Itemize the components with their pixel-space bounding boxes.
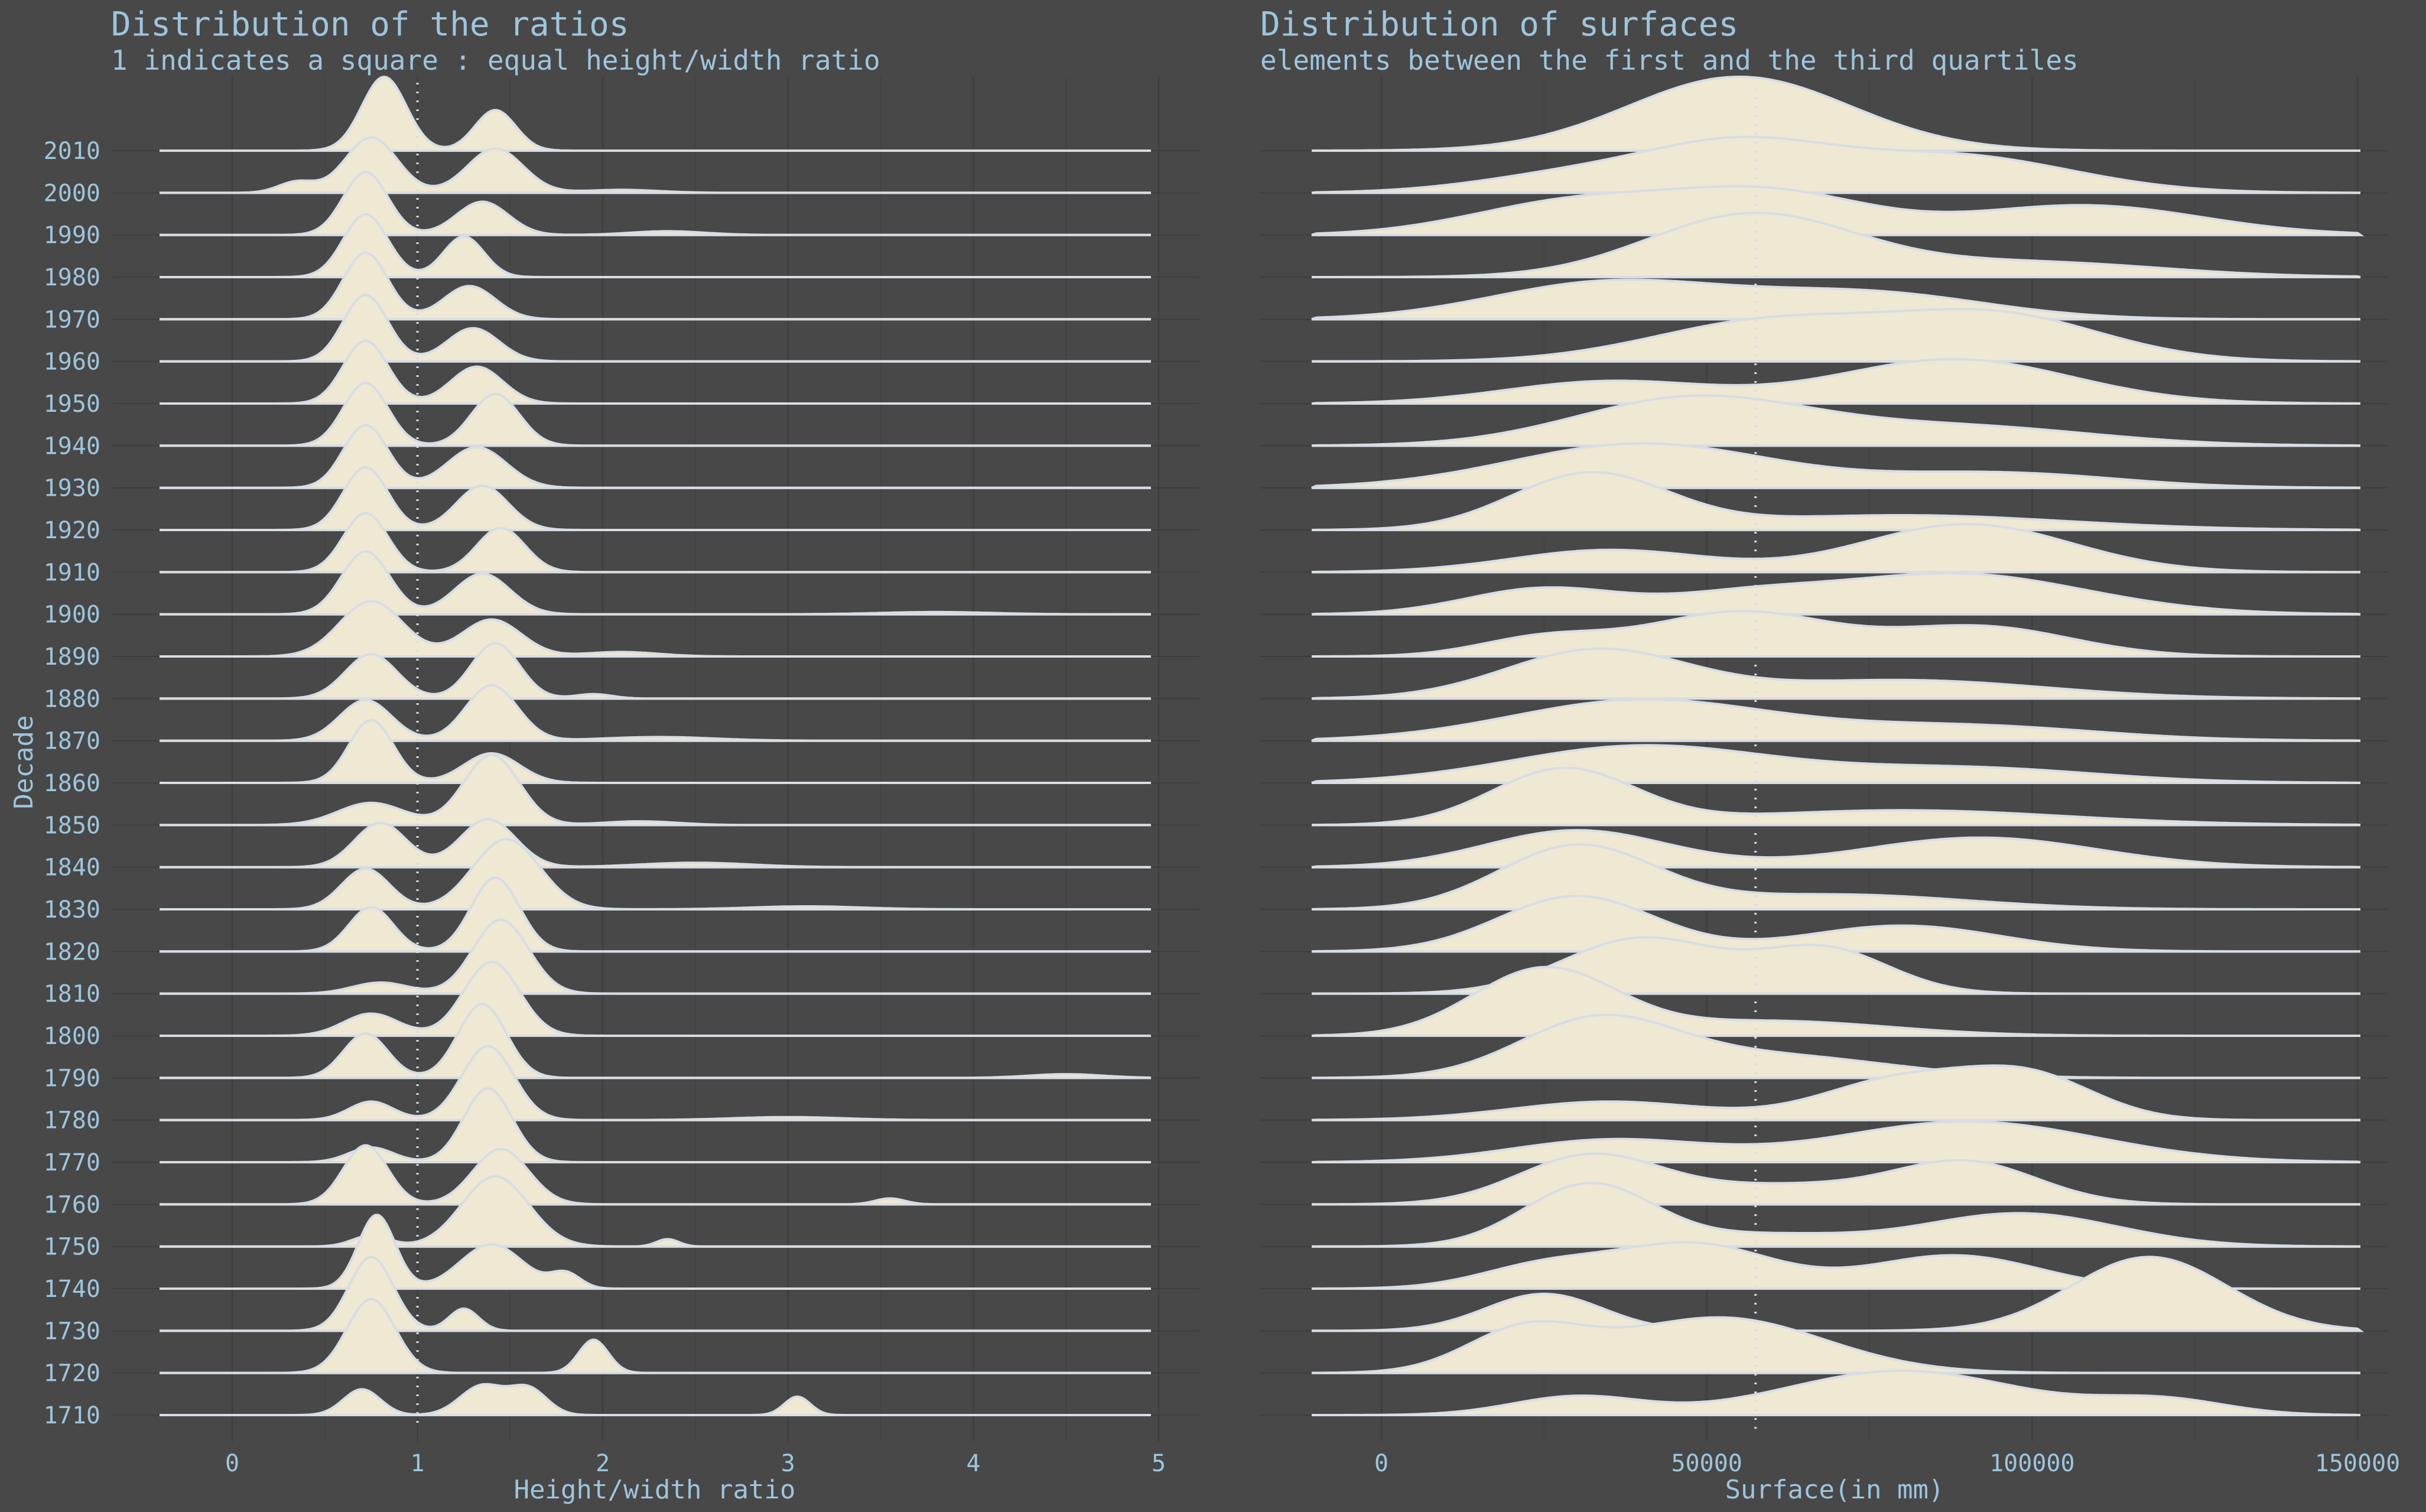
ratio-x-tick-label: 4 (966, 1450, 980, 1477)
surface-chart-subtitle: elements between the first and the third… (1260, 44, 2079, 76)
decade-label-1730: 1730 (44, 1318, 100, 1345)
ratio-x-tick-label: 0 (225, 1450, 239, 1477)
ratio-chart-title: Distribution of the ratios (111, 5, 629, 44)
decade-label-2000: 2000 (44, 180, 100, 207)
decade-label-2010: 2010 (44, 138, 100, 165)
surface-ridge-1870 (1311, 698, 2361, 742)
ratio-x-tick-label: 3 (781, 1450, 795, 1477)
surface-x-tick-label: 150000 (2315, 1450, 2401, 1477)
decade-label-1890: 1890 (44, 643, 100, 671)
surface-ridge-1890 (1311, 610, 2360, 658)
decade-label-1930: 1930 (44, 475, 100, 502)
surface-ridge-1910 (1311, 522, 2360, 574)
ratio-chart-subtitle: 1 indicates a square : equal height/widt… (111, 44, 880, 76)
surface-x-tick-label: 50000 (1671, 1450, 1742, 1477)
surface-x-tick-label: 100000 (1989, 1450, 2075, 1477)
surface-ridge-1850 (1311, 766, 2361, 827)
decade-label-1910: 1910 (44, 559, 100, 586)
decade-label-1770: 1770 (44, 1149, 100, 1176)
decade-label-1900: 1900 (44, 601, 100, 629)
surface-ridge-1950 (1311, 357, 2361, 405)
decade-label-1790: 1790 (44, 1065, 100, 1092)
surface-ridge-1980 (1312, 212, 2361, 278)
decade-label-1990: 1990 (44, 222, 100, 249)
decade-label-1960: 1960 (44, 349, 100, 376)
surface-ridge-1960 (1311, 308, 2361, 363)
decade-label-1830: 1830 (44, 896, 100, 924)
decade-label-1820: 1820 (44, 938, 100, 965)
decade-label-1720: 1720 (44, 1360, 100, 1387)
decade-label-1980: 1980 (44, 264, 100, 291)
ratio-x-tick-label: 1 (411, 1450, 425, 1477)
ratio-x-axis-title: Height/width ratio (514, 1475, 796, 1505)
surface-ridge-1770 (1311, 1120, 2361, 1163)
decade-label-1780: 1780 (44, 1107, 100, 1134)
surface-ridge-1940 (1311, 394, 2361, 447)
decade-label-1920: 1920 (44, 517, 100, 544)
y-axis-title: Decade (9, 716, 39, 809)
surface-x-tick-label: 0 (1374, 1450, 1388, 1477)
surface-ridgeline-panel: 0 50000 100000 150000 (1260, 76, 2401, 1477)
surface-ridge-1880 (1311, 647, 2361, 700)
decade-label-1950: 1950 (44, 391, 100, 418)
decade-label-1710: 1710 (44, 1402, 100, 1429)
surface-ridge-1710 (1312, 1370, 2361, 1416)
surface-ridge-1990 (1311, 185, 2365, 236)
surface-ridge-1750 (1312, 1182, 2361, 1248)
surface-ridge-1900 (1311, 572, 2361, 616)
decade-label-1740: 1740 (44, 1276, 100, 1303)
surface-ridge-2000 (1311, 135, 2361, 194)
decade-label-1850: 1850 (44, 812, 100, 839)
decade-tick-labels: 1710 1720 1730 1740 1750 1760 1770 1780 1790 1800… (44, 138, 100, 1429)
decade-label-1840: 1840 (44, 854, 100, 882)
decade-label-1800: 1800 (44, 1023, 100, 1050)
surface-x-axis-title: Surface(in mm) (1725, 1475, 1944, 1505)
surface-ridge-1780 (1311, 1064, 2360, 1121)
decade-label-1870: 1870 (44, 728, 100, 755)
decade-label-1760: 1760 (44, 1191, 100, 1218)
decade-label-1970: 1970 (44, 306, 100, 333)
decade-label-1860: 1860 (44, 770, 100, 797)
decade-label-1940: 1940 (44, 433, 100, 460)
ratio-ridgeline-panel: 0 1 2 3 4 5 (112, 75, 1199, 1477)
decade-label-1810: 1810 (44, 981, 100, 1008)
ratio-x-tick-label: 5 (1152, 1450, 1166, 1477)
surface-ridge-1920 (1311, 471, 2361, 531)
decade-label-1880: 1880 (44, 685, 100, 713)
decade-label-1750: 1750 (44, 1234, 100, 1261)
surface-chart-title: Distribution of surfaces (1260, 5, 1738, 44)
ratio-x-tick-label: 2 (596, 1450, 610, 1477)
